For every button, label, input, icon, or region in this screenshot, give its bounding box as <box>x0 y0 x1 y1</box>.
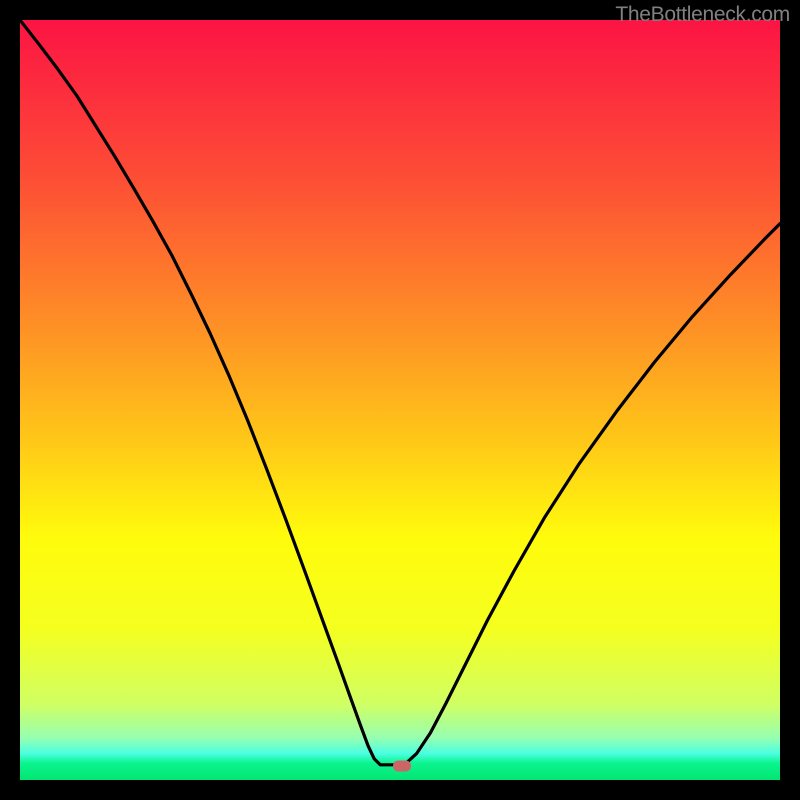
curve-path <box>20 20 780 765</box>
plot-area <box>20 20 780 780</box>
bottleneck-marker <box>393 760 411 771</box>
watermark-text: TheBottleneck.com <box>615 3 790 27</box>
curve-line <box>20 20 780 780</box>
